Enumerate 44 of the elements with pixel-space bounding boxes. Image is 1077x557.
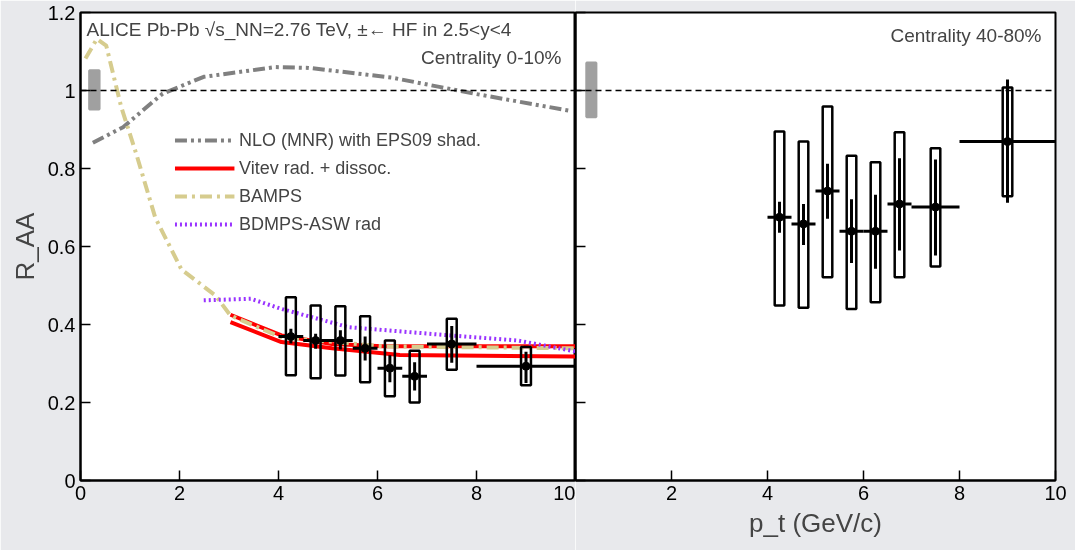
bar — [585, 61, 598, 119]
x-tick-label: 2 — [665, 481, 678, 504]
point — [871, 226, 880, 236]
x-tick-label: 6 — [371, 481, 384, 504]
legend-label: Vitev rad. + dissoc. — [238, 156, 392, 180]
x-tick-label: 4 — [272, 481, 285, 504]
annotation: Centrality 0-10% — [421, 46, 562, 68]
point — [447, 339, 457, 349]
point — [823, 186, 832, 196]
point — [335, 336, 345, 345]
x-tick-label: 10 — [553, 481, 576, 504]
point — [286, 332, 296, 342]
x-tick-label: 8 — [953, 481, 966, 504]
y-tick-label: 1 — [64, 79, 76, 102]
x-axis-title: p_t (GeV/c) — [749, 507, 882, 538]
point — [311, 336, 321, 345]
point — [385, 363, 395, 373]
annotation: Centrality 40-80% — [890, 24, 1042, 46]
point — [799, 219, 808, 229]
legend-label: BAMPS — [238, 184, 302, 208]
y-axis-title: R_AA — [9, 211, 40, 281]
y-tick-label: 1.2 — [47, 1, 76, 24]
y-tick-label: 0.8 — [47, 157, 76, 180]
point — [410, 371, 420, 381]
bar — [88, 69, 101, 111]
y-tick-label: 0.4 — [47, 313, 76, 336]
point — [775, 212, 784, 222]
point — [521, 361, 531, 371]
point — [847, 226, 856, 236]
x-tick-label: 2 — [173, 481, 186, 504]
x-tick-label: 4 — [761, 481, 774, 504]
point — [931, 202, 940, 212]
x-tick-label: 6 — [857, 481, 870, 504]
y-tick-label: 0.2 — [47, 391, 76, 414]
point — [895, 199, 904, 209]
point — [1003, 137, 1012, 147]
line-series — [201, 296, 575, 354]
x-tick-label: 10 — [1044, 481, 1067, 504]
legend-label: NLO (MNR) with EPS09 shad. — [238, 128, 482, 152]
point — [360, 343, 370, 353]
legend-label: BDMPS-ASW rad — [238, 212, 381, 236]
y-tick-label: 0.6 — [47, 235, 76, 258]
chart-title: ALICE Pb-Pb √s_NN=2.76 TeV, ±← HF in 2.5<y<4 — [86, 18, 512, 41]
x-tick-label: 8 — [470, 481, 483, 504]
